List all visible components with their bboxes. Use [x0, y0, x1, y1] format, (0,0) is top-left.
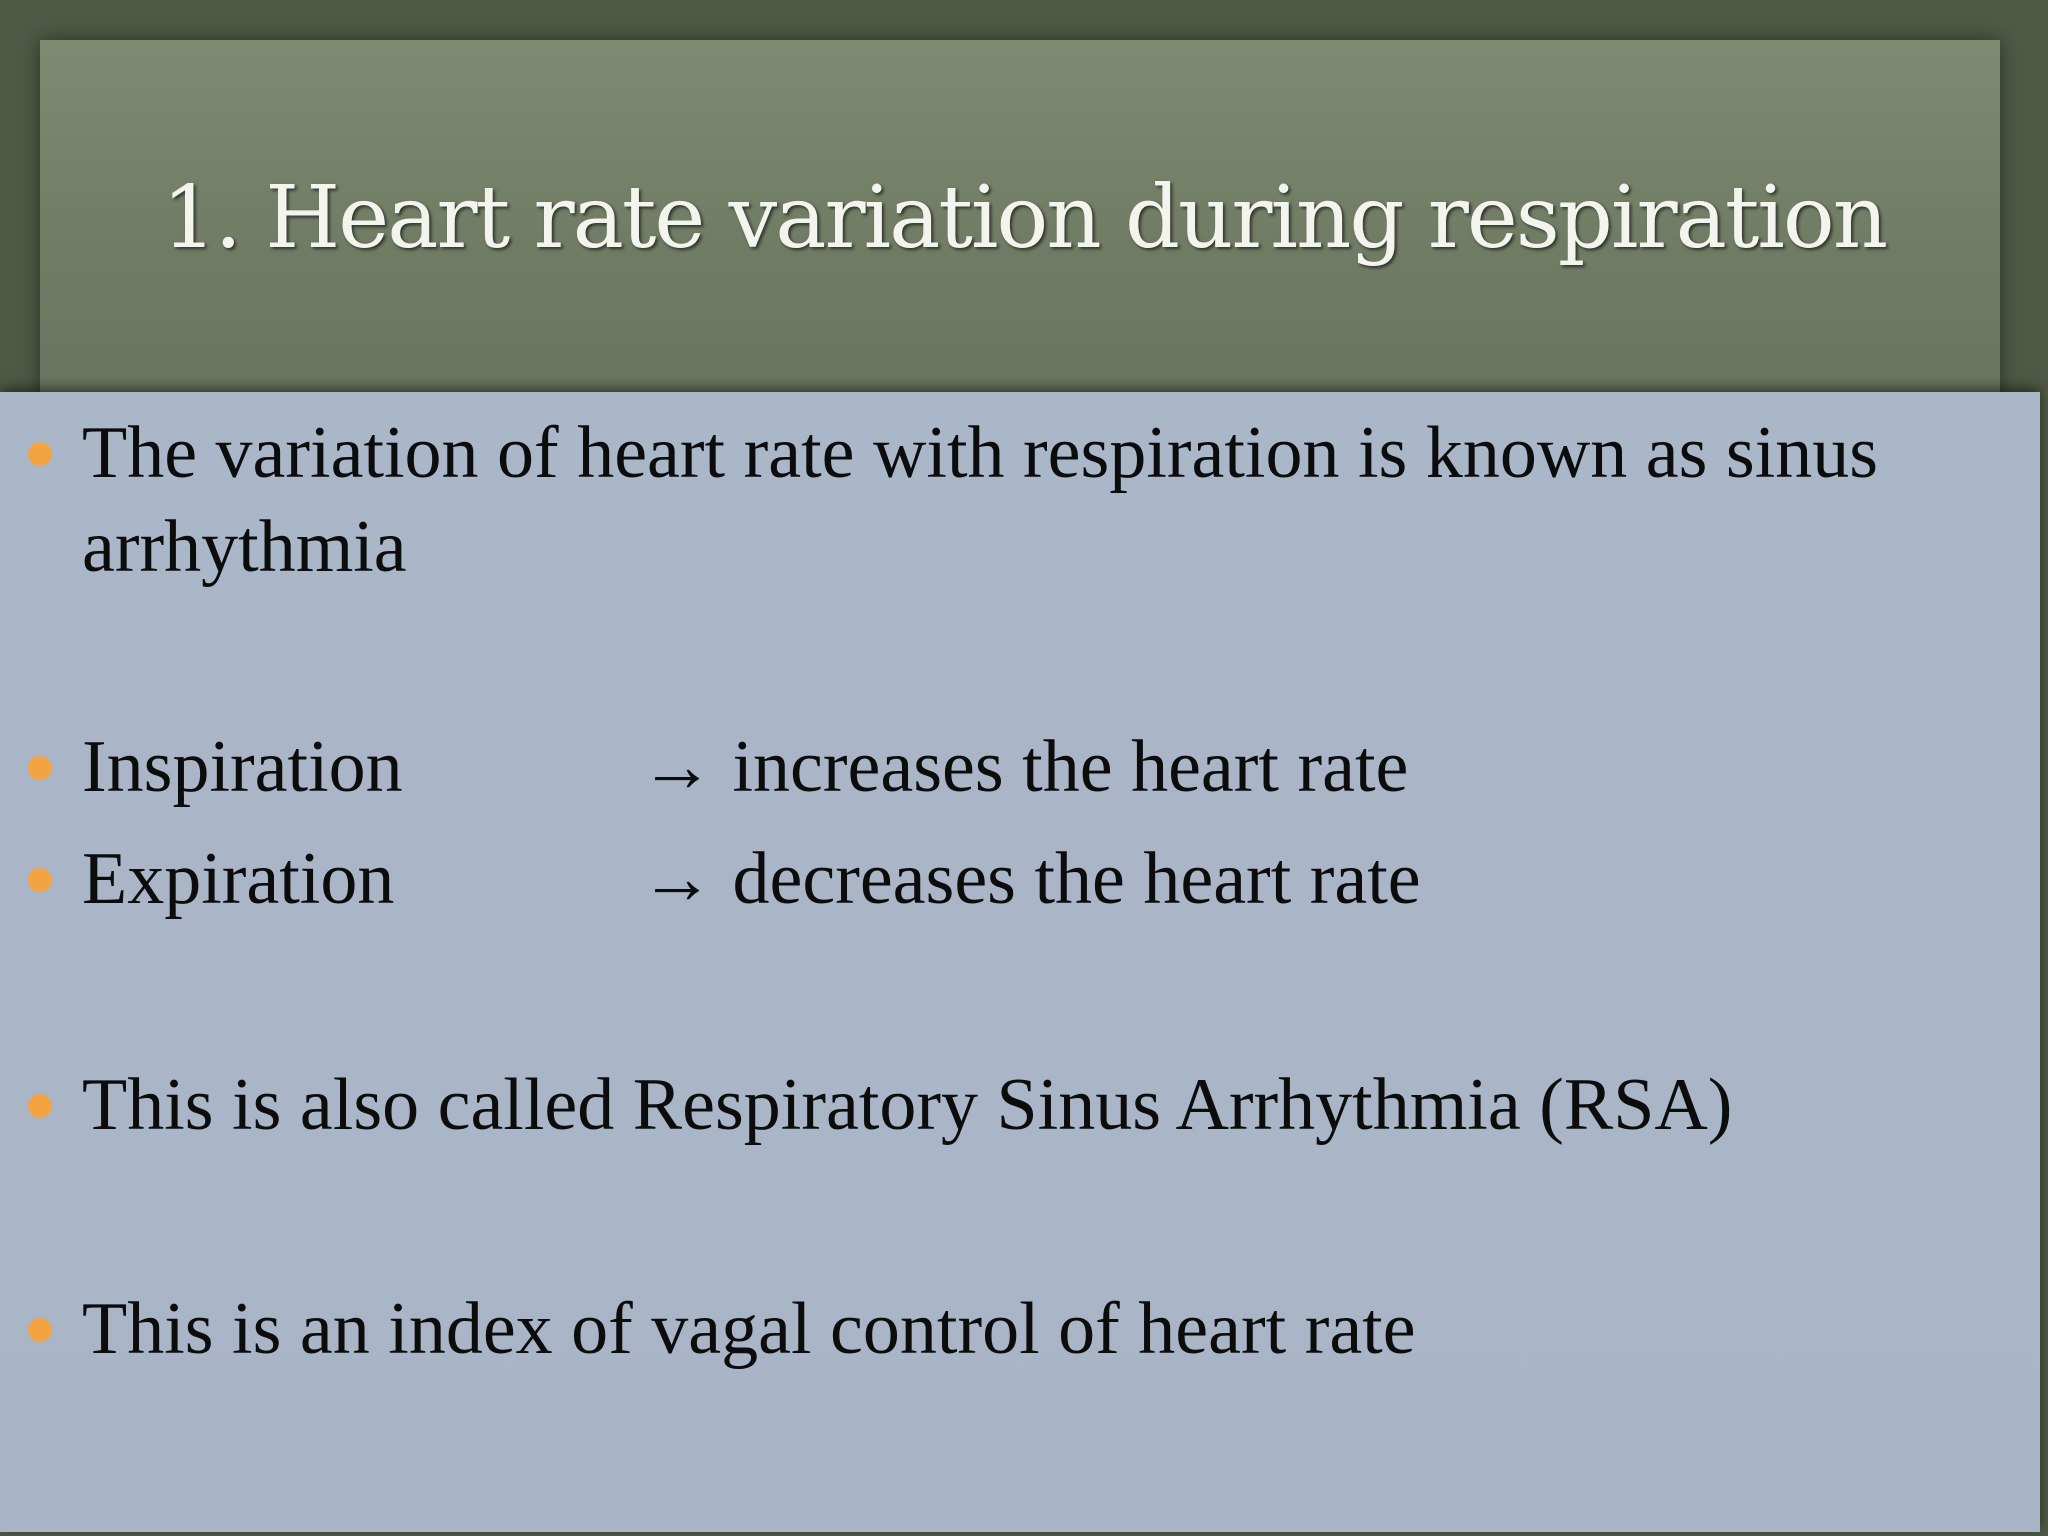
bullet: The variation of heart rate with respira…: [28, 406, 2012, 594]
title-band: [40, 40, 2000, 400]
bullet-text: This is also called Respiratory Sinus Ar…: [82, 1064, 1733, 1146]
bullet-effect: → increases the heart rate: [640, 726, 1409, 808]
bullet-text: The variation of heart rate with respira…: [82, 412, 1879, 588]
bullet-term: Expiration: [82, 838, 395, 920]
slide-title: 1. Heart rate variation during respirati…: [161, 168, 1888, 268]
bullet-term: Inspiration: [82, 726, 403, 808]
bullet: Expiration → decreases the heart rate: [28, 832, 2012, 926]
bullet: Inspiration → increases the heart rate: [28, 720, 2012, 814]
bullet: This is an index of vagal control of hea…: [28, 1282, 2012, 1376]
content-panel: The variation of heart rate with respira…: [0, 392, 2040, 1532]
bullet-effect: → decreases the heart rate: [640, 838, 1421, 920]
bullet-text: This is an index of vagal control of hea…: [82, 1288, 1416, 1370]
bullet: This is also called Respiratory Sinus Ar…: [28, 1058, 2012, 1152]
